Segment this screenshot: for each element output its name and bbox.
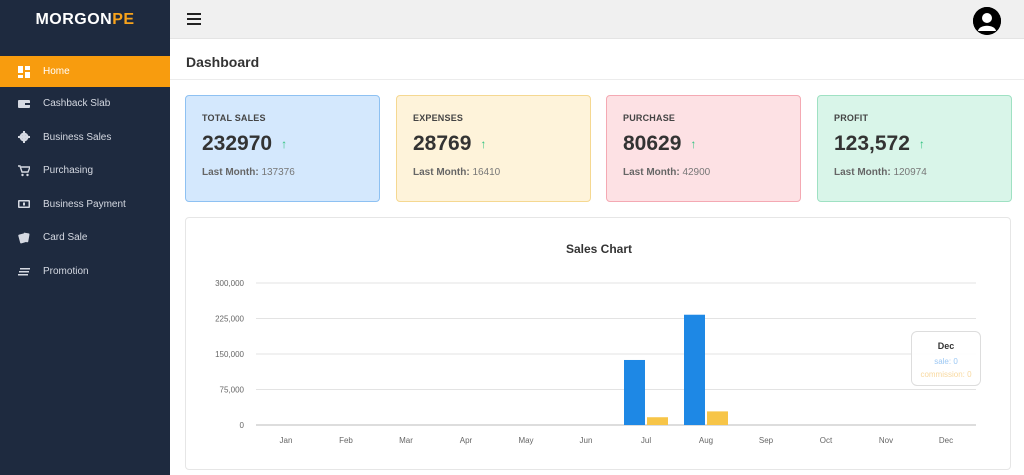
sidebar-nav: Home Cashback Slab Business Sales Purcha… [0,56,170,288]
sidebar-item-purchasing[interactable]: Purchasing [0,154,170,188]
bar-sale [684,314,705,425]
card-value-number: 123,572 [834,132,910,155]
brand-name-accent: PE [112,11,135,28]
sidebar-item-label: Business Sales [43,131,112,143]
sidebar-item-label: Card Sale [43,232,88,244]
last-month-value: 16410 [472,167,501,178]
bar-commission [707,411,728,425]
card-value: 28769 ↑ [413,132,574,156]
money-icon [18,198,30,210]
profit-card: PROFIT 123,572 ↑ Last Month: 120974 [817,95,1012,202]
x-tick-label: May [518,436,533,445]
card-value-number: 232970 [202,132,273,155]
menu-toggle-icon[interactable] [187,13,201,25]
tooltip-sale: sale: 0 [934,357,958,366]
last-month-label: Last Month: [413,167,470,178]
cart-icon [18,165,30,177]
card-last-month: Last Month: 42900 [623,167,784,178]
top-bar [170,0,1024,39]
sidebar-item-promotion[interactable]: Promotion [0,255,170,289]
wallet-icon [18,98,30,110]
purchase-card: PURCHASE 80629 ↑ Last Month: 42900 [606,95,801,202]
card-label: TOTAL SALES [202,113,266,123]
arrow-up-icon: ↑ [918,137,925,151]
arrow-up-icon: ↑ [690,137,697,151]
sidebar-item-card-sale[interactable]: Card Sale [0,221,170,255]
x-tick-label: Jun [580,436,593,445]
tooltip-title: Dec [937,341,955,351]
last-month-label: Last Month: [834,167,891,178]
page-title: Dashboard [186,54,260,70]
chart-title: Sales Chart [565,242,633,256]
sidebar-item-cashback-slab[interactable]: Cashback Slab [0,87,170,121]
card-last-month: Last Month: 16410 [413,167,574,178]
last-month-value: 120974 [893,167,927,178]
card-value-number: 28769 [413,132,472,155]
x-tick-label: Sep [759,436,774,445]
x-tick-label: Jul [641,436,651,445]
y-tick-label: 300,000 [215,279,244,288]
sidebar-item-label: Home [43,66,70,77]
x-tick-label: Oct [820,436,833,445]
card-value: 232970 ↑ [202,132,363,156]
expenses-card: EXPENSES 28769 ↑ Last Month: 16410 [396,95,591,202]
page-header: Dashboard [170,39,1024,80]
sidebar-item-label: Cashback Slab [43,98,111,110]
card-value: 123,572 ↑ [834,132,995,156]
y-tick-label: 75,000 [220,386,245,395]
arrow-up-icon: ↑ [281,137,288,151]
y-tick-label: 225,000 [215,315,244,324]
x-tick-label: Dec [939,436,953,445]
x-tick-label: Jan [280,436,293,445]
y-tick-label: 150,000 [215,350,244,359]
arrow-up-icon: ↑ [480,137,487,151]
y-tick-label: 0 [240,421,245,430]
brand-name: MORGON [35,11,113,28]
sidebar: MORGON PE Home Cashback Slab Business Sal… [0,0,170,475]
card-label: PURCHASE [623,113,676,123]
bar-commission [647,417,668,425]
sidebar-item-label: Promotion [43,265,89,277]
dashboard-icon [18,65,30,78]
sidebar-item-business-payment[interactable]: Business Payment [0,188,170,222]
x-tick-label: Nov [879,436,893,445]
x-tick-label: Mar [399,436,413,445]
bar-sale [624,359,645,425]
brand-logo[interactable]: MORGON PE [0,0,170,40]
user-avatar-icon[interactable] [973,7,1001,35]
card-label: PROFIT [834,113,869,123]
x-tick-label: Apr [460,436,473,445]
tooltip-commission: commission: 0 [920,370,972,379]
card-value: 80629 ↑ [623,132,784,156]
card-last-month: Last Month: 120974 [834,167,995,178]
sales-chart: Sales Chart 0 75,000 150,000 225,000 300,000… [185,217,1011,470]
card-last-month: Last Month: 137376 [202,167,363,178]
x-tick-label: Feb [339,436,353,445]
last-month-value: 42900 [682,167,711,178]
sidebar-item-label: Business Payment [43,198,126,210]
main-content: TOTAL SALES 232970 ↑ Last Month: 137376 E… [170,80,1024,475]
chart-canvas: 0 75,000 150,000 225,000 300,000 Jan Feb Mar Apr… [215,279,976,445]
x-tick-label: Aug [699,436,713,445]
list-icon [18,265,30,277]
card-label: EXPENSES [413,113,464,123]
total-sales-card: TOTAL SALES 232970 ↑ Last Month: 137376 [185,95,380,202]
sidebar-item-label: Purchasing [43,165,94,177]
last-month-label: Last Month: [623,167,680,178]
cards-icon [18,232,30,244]
chart-tooltip: Dec sale: 0 commission: 0 [911,331,981,386]
gear-icon [18,131,30,144]
last-month-label: Last Month: [202,167,259,178]
card-value-number: 80629 [623,132,682,155]
sidebar-item-home[interactable]: Home [0,56,170,87]
last-month-value: 137376 [261,167,295,178]
sidebar-item-business-sales[interactable]: Business Sales [0,121,170,155]
